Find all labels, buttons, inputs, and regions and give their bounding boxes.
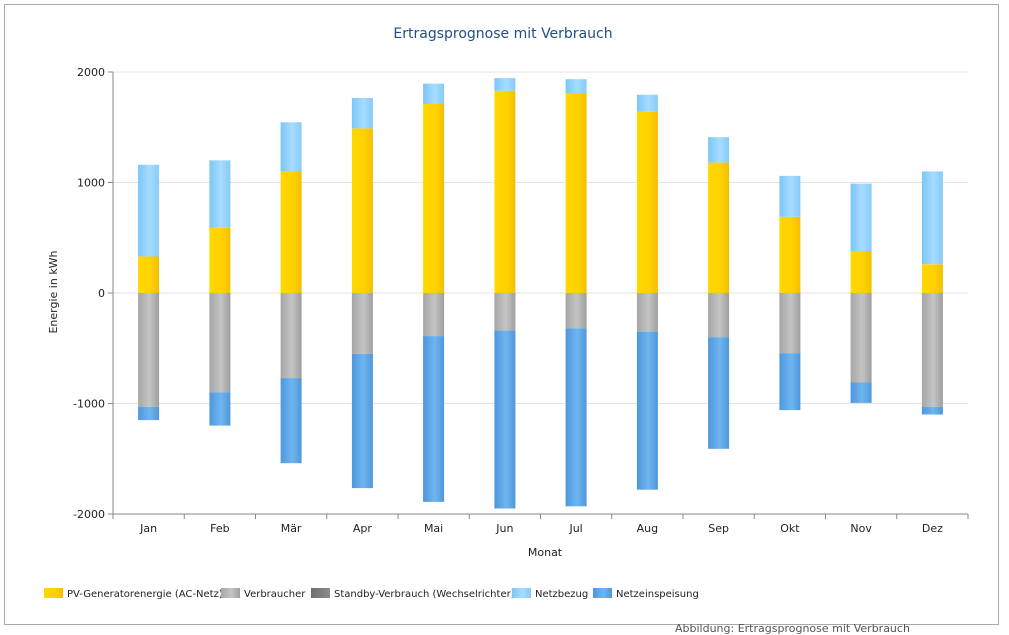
- bar-Sep-3: [708, 137, 730, 163]
- bar-Mai-1: [423, 293, 445, 337]
- x-tick-label: Dez: [922, 522, 943, 535]
- bar-Mai-3: [423, 83, 445, 104]
- bar-Apr-1: [351, 293, 373, 354]
- bar-Aug-1: [636, 293, 658, 332]
- bar-Apr-3: [351, 98, 373, 129]
- x-tick-label: Aug: [637, 522, 658, 535]
- bar-Jan-0: [138, 256, 160, 293]
- bar-Jun-4: [494, 330, 516, 509]
- chart-title: Ertragsprognose mit Verbrauch: [393, 26, 612, 42]
- legend-swatch: [221, 588, 240, 598]
- y-tick-label: -2000: [73, 508, 105, 521]
- bar-Jul-4: [565, 328, 587, 507]
- bar-Aug-3: [636, 94, 658, 112]
- x-tick-label: Apr: [353, 522, 373, 535]
- bar-Aug-4: [636, 331, 658, 490]
- bar-Mai-4: [423, 336, 445, 502]
- x-tick-label: Mai: [424, 522, 443, 535]
- legend-label: Verbraucher: [244, 589, 306, 600]
- bar-Dez-4: [921, 406, 943, 415]
- bar-Nov-1: [850, 293, 872, 383]
- bar-Jul-0: [565, 93, 587, 293]
- x-tick-label: Jul: [568, 522, 582, 535]
- y-axis-label: Energie in kWh: [47, 250, 60, 333]
- bar-Sep-0: [708, 162, 730, 293]
- y-tick-label: 2000: [77, 66, 105, 79]
- x-tick-label: Jun: [495, 522, 513, 535]
- legend-swatch: [44, 588, 63, 598]
- bar-Jul-3: [565, 79, 587, 93]
- legend-swatch: [311, 588, 330, 598]
- legend-swatch: [593, 588, 612, 598]
- legend-label: Netzeinspeisung: [616, 589, 699, 600]
- x-tick-label: Sep: [708, 522, 729, 535]
- bar-Mär-3: [280, 122, 302, 172]
- y-tick-label: -1000: [73, 398, 105, 411]
- bar-Aug-0: [636, 111, 658, 293]
- bar-Feb-1: [209, 293, 231, 393]
- axes: 2000 1000 0 -1000 -2000 Jan Feb Mär Apr Mai Jun Jul…: [73, 66, 969, 535]
- x-tick-label: Feb: [210, 522, 229, 535]
- bar-Jan-1: [138, 293, 160, 407]
- bar-Okt-3: [779, 175, 801, 217]
- bar-Sep-4: [708, 337, 730, 449]
- bar-Nov-3: [850, 183, 872, 251]
- bar-Nov-4: [850, 382, 872, 403]
- x-tick-label: Jan: [139, 522, 157, 535]
- bar-Jul-1: [565, 293, 587, 329]
- x-axis-label: Monat: [528, 546, 563, 559]
- bar-Dez-0: [921, 264, 943, 293]
- bar-Apr-0: [351, 128, 373, 293]
- gridlines: [113, 71, 968, 404]
- x-tick-label: Mär: [281, 522, 302, 535]
- bar-Mär-0: [280, 171, 302, 293]
- legend-label: Standby-Verbrauch (Wechselrichter): [334, 589, 515, 600]
- bar-Feb-0: [209, 227, 231, 293]
- legend-label: PV-Generatorenergie (AC-Netz): [67, 589, 223, 600]
- legend-swatch: [512, 588, 531, 598]
- bar-Okt-0: [779, 216, 801, 293]
- x-tick-label: Nov: [850, 522, 872, 535]
- bar-Jun-0: [494, 90, 516, 293]
- bars: [138, 78, 943, 509]
- legend: PV-Generatorenergie (AC-Netz) Verbraucher…: [44, 588, 699, 600]
- bar-Jan-3: [138, 164, 160, 257]
- bar-Jun-1: [494, 293, 516, 331]
- legend-label: Netzbezug: [535, 589, 588, 600]
- bar-Feb-4: [209, 392, 231, 426]
- x-tick-label: Okt: [780, 522, 800, 535]
- bar-Nov-0: [850, 251, 872, 293]
- y-tick-label: 0: [98, 287, 105, 300]
- bar-Mai-0: [423, 104, 445, 293]
- bar-Okt-4: [779, 353, 801, 411]
- bar-Jan-4: [138, 406, 160, 421]
- bar-Feb-3: [209, 160, 231, 228]
- bar-Sep-1: [708, 293, 730, 338]
- bar-Dez-1: [921, 293, 943, 407]
- y-tick-label: 1000: [77, 177, 105, 190]
- bar-Mär-1: [280, 293, 302, 379]
- bar-Okt-1: [779, 293, 801, 354]
- bar-Dez-3: [921, 171, 943, 265]
- bar-Jun-3: [494, 78, 516, 91]
- bar-Apr-4: [351, 353, 373, 489]
- bar-Mär-4: [280, 378, 302, 464]
- figure-caption: Abbildung: Ertragsprognose mit Verbrauch: [675, 622, 910, 635]
